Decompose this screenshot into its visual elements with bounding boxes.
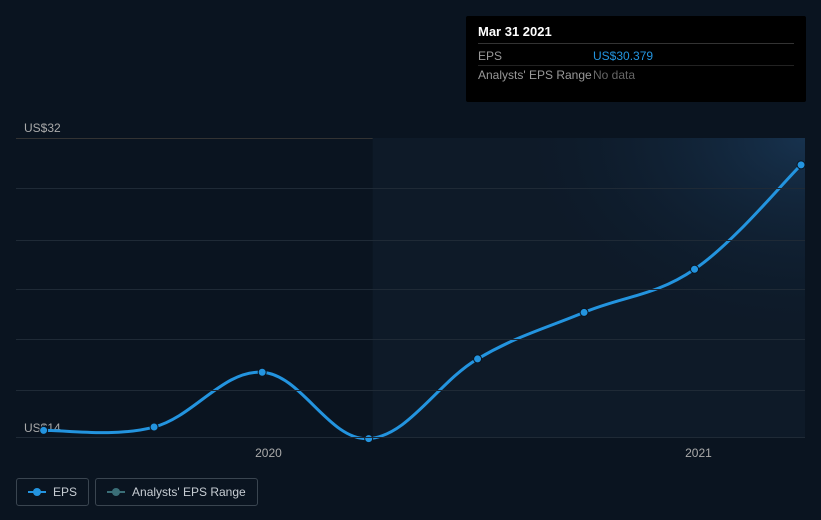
chart-tooltip: Mar 31 2021 EPSUS$30.379Analysts' EPS Ra… bbox=[466, 16, 806, 102]
gridline bbox=[16, 289, 805, 290]
x-axis-tick-label: 2021 bbox=[685, 446, 712, 460]
x-axis-baseline bbox=[16, 437, 805, 438]
chart-legend: EPS Analysts' EPS Range bbox=[16, 478, 258, 506]
eps-point[interactable] bbox=[40, 426, 48, 434]
eps-point[interactable] bbox=[580, 308, 588, 316]
tooltip-row-label: Analysts' EPS Range bbox=[478, 68, 593, 82]
eps-legend[interactable]: EPS bbox=[16, 478, 89, 506]
eps-point[interactable] bbox=[150, 423, 158, 431]
gridline bbox=[16, 390, 805, 391]
tooltip-row-value: US$30.379 bbox=[593, 49, 653, 63]
legend-item-label: EPS bbox=[53, 485, 77, 499]
legend-marker-icon bbox=[107, 488, 125, 496]
gridline bbox=[16, 339, 805, 340]
gridline bbox=[16, 240, 805, 241]
tooltip-row-label: EPS bbox=[478, 49, 593, 63]
tooltip-row-value: No data bbox=[593, 68, 635, 82]
y-axis-label-top: US$32 bbox=[24, 121, 61, 135]
tooltip-row: Analysts' EPS RangeNo data bbox=[478, 66, 794, 84]
eps-point[interactable] bbox=[797, 161, 805, 169]
legend-item-label: Analysts' EPS Range bbox=[132, 485, 246, 499]
eps-point[interactable] bbox=[691, 265, 699, 273]
tooltip-row: EPSUS$30.379 bbox=[478, 47, 794, 66]
eps-point[interactable] bbox=[365, 435, 373, 443]
x-axis-tick-label: 2020 bbox=[255, 446, 282, 460]
gridline bbox=[16, 188, 805, 189]
eps-point[interactable] bbox=[474, 355, 482, 363]
legend-marker-icon bbox=[28, 488, 46, 496]
eps-point[interactable] bbox=[258, 368, 266, 376]
eps-line-chart bbox=[16, 138, 805, 437]
range-legend[interactable]: Analysts' EPS Range bbox=[95, 478, 258, 506]
tooltip-date: Mar 31 2021 bbox=[478, 24, 794, 44]
